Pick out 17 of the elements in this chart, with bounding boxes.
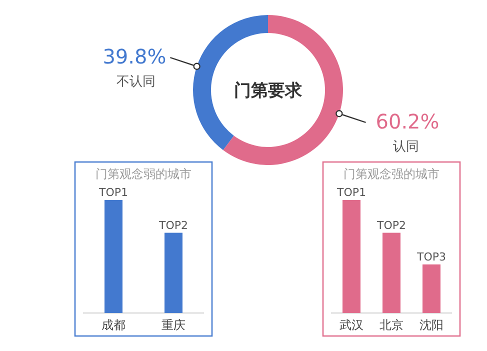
data-label: 60.2% bbox=[376, 109, 440, 134]
annotation: TOP1 bbox=[98, 186, 128, 199]
slice-label: 认同 bbox=[392, 139, 419, 154]
data-label: 39.8% bbox=[102, 44, 166, 69]
x-tick-label: 成都 bbox=[102, 318, 126, 332]
chart-title: 门第观念强的城市 bbox=[344, 167, 440, 181]
x-tick-label: 重庆 bbox=[162, 318, 186, 332]
x-tick-label: 武汉 bbox=[340, 318, 364, 332]
annotation: TOP1 bbox=[336, 186, 366, 199]
chart-title: 门第观念弱的城市 bbox=[96, 167, 192, 181]
slice-label: 不认同 bbox=[116, 74, 156, 90]
x-tick-label: 北京 bbox=[380, 318, 404, 332]
x-tick-label: 沈阳 bbox=[420, 318, 444, 332]
text: 门第要求 bbox=[234, 81, 303, 101]
annotation: TOP2 bbox=[376, 218, 406, 232]
annotation: TOP3 bbox=[416, 250, 446, 264]
annotation: TOP2 bbox=[158, 218, 188, 232]
